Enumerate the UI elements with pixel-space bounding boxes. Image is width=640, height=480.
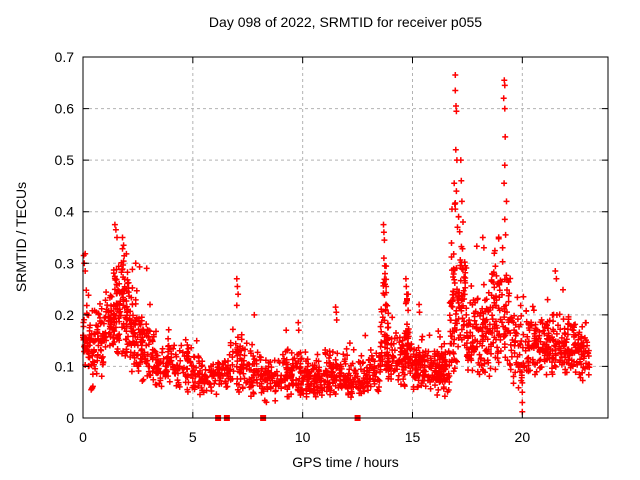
x-tick-label: 5 [189,429,197,445]
y-tick-label: 0.5 [55,152,75,168]
y-tick-label: 0.7 [55,49,75,65]
x-tick-label: 0 [79,429,87,445]
chart-title: Day 098 of 2022, SRMTID for receiver p05… [208,14,483,30]
y-tick-label: 0.1 [55,358,75,374]
x-tick-label: 15 [405,429,421,445]
tick-marks [82,56,608,419]
x-tick-label: 20 [515,429,531,445]
plot-border [82,56,609,419]
y-tick-label: 0.4 [55,204,75,220]
y-tick-label: 0.3 [55,255,75,271]
x-axis-label: GPS time / hours [292,454,399,470]
data-points [80,72,593,415]
y-tick-label: 0.6 [55,101,75,117]
y-tick-label: 0.2 [55,307,75,323]
x-tick-label: 10 [295,429,311,445]
y-tick-label: 0 [66,410,74,426]
